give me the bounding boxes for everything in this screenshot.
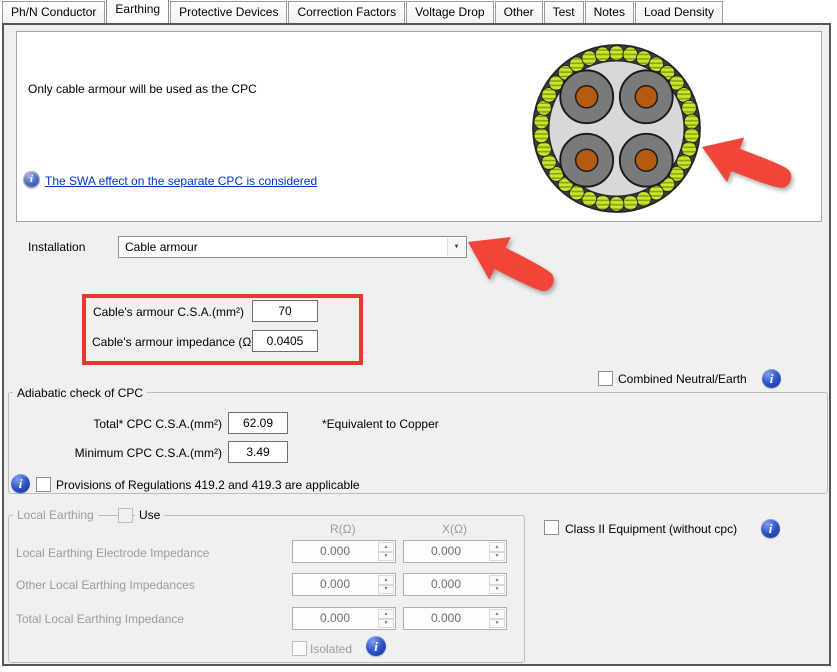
annotation-arrow-armour-icon [702, 137, 792, 188]
spin-down-icon[interactable] [489, 584, 505, 594]
local-earthing-use-label: Use [135, 508, 165, 522]
class2-equipment-checkbox[interactable] [544, 520, 559, 535]
installation-dropdown[interactable]: Cable armour [118, 236, 467, 258]
tab-other[interactable]: Other [494, 1, 543, 23]
tab-correction-factors[interactable]: Correction Factors [288, 1, 406, 23]
spin-up-icon[interactable] [378, 609, 394, 619]
local-earthing-group-title: Local Earthing [13, 508, 98, 522]
info-icon[interactable] [762, 369, 781, 388]
isolated-checkbox[interactable] [292, 641, 307, 656]
cpc-message: Only cable armour will be used as the CP… [28, 82, 257, 96]
other-impedances-label: Other Local Earthing Impedances [16, 578, 195, 592]
local-earthing-groupbox [8, 515, 525, 663]
other-impedances-x-spinner[interactable]: 0.000 [403, 573, 507, 596]
combined-neutral-earth-checkbox[interactable] [598, 371, 613, 386]
isolated-label: Isolated [310, 642, 353, 656]
tab-voltage-drop[interactable]: Voltage Drop [406, 1, 494, 23]
armour-impedance-label: Cable's armour impedance (Ω) [92, 335, 256, 349]
electrode-impedance-label: Local Earthing Electrode Impedance [16, 546, 210, 560]
installation-dropdown-value: Cable armour [125, 240, 198, 254]
armour-csa-label: Cable's armour C.S.A.(mm²) [93, 305, 244, 319]
provisions-regulations-label: Provisions of Regulations 419.2 and 419.… [56, 478, 360, 492]
installation-label: Installation [28, 240, 86, 254]
spin-up-icon[interactable] [489, 542, 505, 552]
spinner-value: 0.000 [430, 577, 462, 591]
chevron-down-icon[interactable] [447, 238, 465, 256]
total-cpc-csa-value: 62.09 [228, 412, 288, 434]
armour-bead-ring [533, 45, 700, 212]
electrode-impedance-x-spinner[interactable]: 0.000 [403, 540, 507, 563]
annotation-arrow-dropdown-icon [468, 236, 554, 291]
swa-effect-link[interactable]: The SWA effect on the separate CPC is co… [45, 174, 318, 188]
armour-impedance-value: 0.0405 [252, 330, 318, 352]
info-icon[interactable] [23, 171, 40, 188]
spinner-value: 0.000 [319, 611, 351, 625]
minimum-cpc-csa-label: Minimum CPC C.S.A.(mm²) [74, 446, 222, 460]
spin-down-icon[interactable] [489, 618, 505, 628]
total-impedance-label: Total Local Earthing Impedance [16, 612, 185, 626]
spinner-value: 0.000 [319, 577, 351, 591]
spin-down-icon[interactable] [489, 551, 505, 561]
other-impedances-r-spinner[interactable]: 0.000 [292, 573, 396, 596]
local-earthing-use-checkbox[interactable] [118, 508, 133, 523]
combined-neutral-earth-label: Combined Neutral/Earth [618, 372, 747, 386]
info-icon[interactable] [366, 636, 386, 656]
spin-up-icon[interactable] [489, 609, 505, 619]
tab-test[interactable]: Test [543, 1, 584, 23]
tab-protective-devices[interactable]: Protective Devices [170, 1, 288, 23]
info-icon[interactable] [761, 519, 780, 538]
provisions-regulations-checkbox[interactable] [36, 477, 51, 492]
conductors [559, 69, 674, 188]
annotation-red-box [82, 294, 363, 365]
adiabatic-group-title: Adiabatic check of CPC [13, 386, 148, 400]
electrode-impedance-r-spinner[interactable]: 0.000 [292, 540, 396, 563]
tab-load-density[interactable]: Load Density [634, 1, 723, 23]
minimum-cpc-csa-value: 3.49 [228, 441, 288, 463]
total-impedance-r-spinner[interactable]: 0.000 [292, 607, 396, 630]
equivalent-copper-note: *Equivalent to Copper [322, 417, 439, 431]
spin-down-icon[interactable] [378, 618, 394, 628]
tab-earthing[interactable]: Earthing [106, 0, 170, 23]
spin-up-icon[interactable] [378, 542, 394, 552]
tab-strip: Ph/N Conductor Earthing Protective Devic… [2, 0, 724, 23]
spin-up-icon[interactable] [378, 575, 394, 585]
tab-notes[interactable]: Notes [584, 1, 634, 23]
total-cpc-csa-label: Total* CPC C.S.A.(mm²) [93, 417, 222, 431]
cable-cross-section-image [532, 44, 701, 213]
class2-equipment-label: Class II Equipment (without cpc) [565, 522, 738, 536]
column-header-x: X(Ω) [442, 522, 467, 536]
spin-up-icon[interactable] [489, 575, 505, 585]
spinner-value: 0.000 [430, 611, 462, 625]
adiabatic-groupbox [8, 392, 828, 494]
spinner-value: 0.000 [430, 544, 462, 558]
spinner-value: 0.000 [319, 544, 351, 558]
tab-phn-conductor[interactable]: Ph/N Conductor [2, 1, 106, 23]
total-impedance-x-spinner[interactable]: 0.000 [403, 607, 507, 630]
spin-down-icon[interactable] [378, 584, 394, 594]
armour-csa-value: 70 [252, 300, 318, 322]
column-header-r: R(Ω) [330, 522, 356, 536]
spin-down-icon[interactable] [378, 551, 394, 561]
info-icon[interactable] [11, 474, 30, 493]
